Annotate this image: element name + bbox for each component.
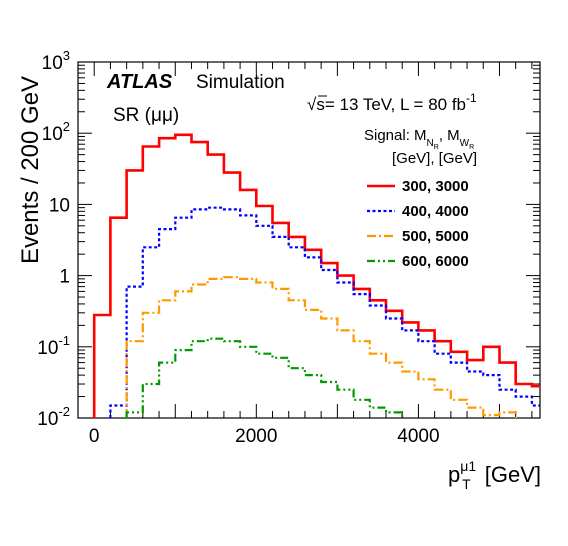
region-label: SR (μμ): [113, 105, 179, 126]
series-group: [92, 133, 540, 418]
y-tick-exp: -1: [58, 333, 70, 348]
series-line-4: [125, 337, 404, 418]
y-tick-base: 10: [42, 53, 63, 74]
y-tick-label: 10-1: [37, 333, 70, 359]
legend-header-2: [GeV], [GeV]: [392, 150, 477, 167]
x-axis-title-sup: μ1: [460, 458, 476, 474]
y-axis-title: Events / 200 GeV: [17, 76, 44, 264]
x-tick-label: 2000: [235, 426, 277, 447]
legend-label-1: 300, 3000: [402, 178, 469, 195]
x-axis-title: pμ1 T [GeV]: [448, 458, 541, 492]
y-tick-label: 102: [42, 119, 70, 145]
legend-label-2: 400, 4000: [402, 203, 469, 220]
y-tick-base: 1: [59, 267, 70, 288]
x-tick-label: 0: [89, 426, 100, 447]
y-tick-exp: -2: [58, 404, 70, 419]
series-line-2: [109, 206, 540, 418]
legend-header-sub1b: R: [434, 144, 439, 151]
y-tick-base: 10: [37, 338, 58, 359]
x-axis-title-unit: [GeV]: [479, 462, 541, 487]
energy-rest: = 13 TeV, L = 80 fb: [325, 95, 466, 114]
y-tick-label: 10-2: [37, 404, 70, 430]
x-axis-title-sub: T: [462, 476, 471, 492]
legend-header-sub2b: R: [469, 144, 474, 151]
legend-header-1: Signal: MNR, MWR: [364, 127, 474, 151]
y-tick-base: 10: [37, 409, 58, 430]
legend-header-sub1: N: [427, 138, 434, 149]
energy-s: s: [316, 95, 325, 114]
legend-label-3: 500, 5000: [402, 228, 469, 245]
simulation-label: Simulation: [196, 72, 285, 93]
y-tick-label: 1: [59, 267, 70, 288]
plot-frame: [77, 61, 541, 419]
series-line-3: [125, 276, 517, 418]
y-tick-base: 10: [49, 195, 70, 216]
y-tick-label: 103: [42, 48, 70, 74]
energy-label: √s= 13 TeV, L = 80 fb-1: [307, 91, 477, 114]
y-tick-label: 10: [49, 195, 70, 216]
labels-group: Events / 200 GeV pμ1 T [GeV] ATLAS Simula…: [17, 71, 541, 492]
energy-sup: -1: [466, 91, 477, 105]
legend-header-sub2: W: [460, 138, 470, 149]
legend-label-4: 600, 6000: [402, 253, 469, 270]
x-tick-label: 4000: [397, 426, 439, 447]
atlas-label: ATLAS: [106, 71, 173, 93]
legend-header-mid: , M: [439, 127, 460, 144]
y-tick-exp: 3: [63, 48, 70, 63]
energy-sqrt: √: [307, 95, 317, 114]
y-tick-exp: 2: [63, 119, 70, 134]
y-tick-base: 10: [42, 124, 63, 145]
legend: 300, 3000 400, 4000 500, 5000 600, 6000: [367, 178, 469, 270]
legend-header-pre: Signal: M: [364, 127, 427, 144]
x-axis-title-main: p: [448, 462, 460, 487]
series-line-1: [92, 133, 540, 418]
